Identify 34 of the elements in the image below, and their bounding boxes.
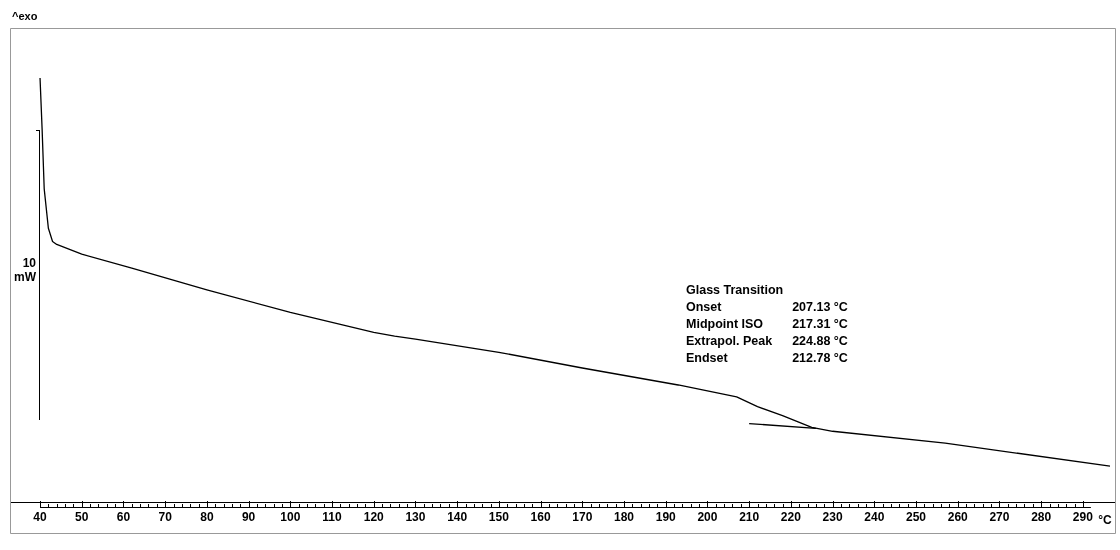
x-tick-label: 80 <box>200 510 214 525</box>
annotation: Glass Transition <box>686 282 785 299</box>
x-tick-label: 40 <box>33 510 48 525</box>
x-tick-label: 170 <box>572 510 593 525</box>
x-tick-label: 120 <box>363 510 385 525</box>
x-tick-label: 60 <box>116 510 131 525</box>
x-tick-label: 270 <box>989 510 1010 525</box>
x-tick-label: 90 <box>241 510 256 525</box>
x-tick-label: 280 <box>1031 510 1052 525</box>
x-tick-label: 260 <box>947 510 969 525</box>
x-tick-label: 100 <box>280 510 301 525</box>
text: Endset 212.78 °C <box>686 351 848 365</box>
x-tick-label: 110 <box>322 510 343 525</box>
x-tick-label: 160 <box>530 510 551 525</box>
x-tick-label: 150 <box>488 510 510 525</box>
x-tick-label: 240 <box>864 510 885 525</box>
x-tick-label: 50 <box>75 510 89 525</box>
y-axis-title: 10 mW <box>14 256 36 284</box>
text: Extrapol. Peak 224.88 °C <box>686 334 848 348</box>
x-tick-label: 190 <box>655 510 677 525</box>
x-tick-label: 140 <box>447 510 468 525</box>
x-tick-label: 200 <box>697 510 718 525</box>
x-tick-label: 130 <box>405 510 426 525</box>
x-tick-label: 230 <box>822 510 843 525</box>
text: Midpoint ISO 217.31 °C <box>686 317 848 331</box>
x-tick-label: 180 <box>614 510 635 525</box>
text: ^exo <box>12 10 38 22</box>
text: Onset 207.13 °C <box>686 300 848 314</box>
x-tick-label: 210 <box>739 510 760 525</box>
x-tick-label: 70 <box>158 510 173 525</box>
x-tick-label: 220 <box>780 510 802 525</box>
x-tick-label: 290 <box>1072 510 1094 525</box>
x-axis-title: °C <box>1098 513 1112 528</box>
x-tick-label: 250 <box>906 510 927 525</box>
